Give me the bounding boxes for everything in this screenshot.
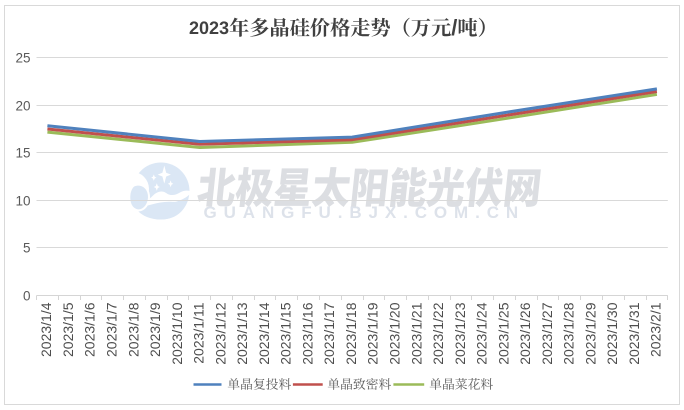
- svg-text:2023/2/1: 2023/2/1: [648, 302, 664, 357]
- svg-text:2023/1/30: 2023/1/30: [604, 302, 620, 364]
- svg-text:2023/1/5: 2023/1/5: [60, 302, 76, 357]
- svg-text:2023/1/17: 2023/1/17: [321, 302, 337, 364]
- svg-text:2023/1/9: 2023/1/9: [147, 302, 163, 357]
- svg-text:2023/1/14: 2023/1/14: [256, 302, 272, 364]
- svg-text:2023/1/21: 2023/1/21: [408, 302, 424, 364]
- svg-text:2023/1/15: 2023/1/15: [278, 302, 294, 364]
- svg-text:5: 5: [23, 241, 31, 256]
- svg-text:2023/1/16: 2023/1/16: [299, 302, 315, 364]
- svg-text:2023/1/8: 2023/1/8: [125, 302, 141, 357]
- svg-text:2023/1/24: 2023/1/24: [474, 302, 490, 364]
- svg-text:2023/1/6: 2023/1/6: [82, 302, 98, 357]
- svg-text:0: 0: [23, 289, 31, 304]
- svg-text:2023/1/10: 2023/1/10: [169, 302, 185, 364]
- svg-text:2023/1/19: 2023/1/19: [365, 302, 381, 364]
- svg-text:2023/1/22: 2023/1/22: [430, 302, 446, 364]
- svg-text:2023/1/29: 2023/1/29: [582, 302, 598, 364]
- svg-text:10: 10: [15, 194, 30, 209]
- svg-text:2023/1/23: 2023/1/23: [452, 302, 468, 364]
- svg-text:25: 25: [15, 51, 30, 66]
- svg-text:2023/1/13: 2023/1/13: [234, 302, 250, 364]
- svg-text:2023/1/18: 2023/1/18: [343, 302, 359, 364]
- svg-text:2023/1/12: 2023/1/12: [212, 302, 228, 364]
- svg-text:2023/1/27: 2023/1/27: [539, 302, 555, 364]
- svg-text:2023/1/4: 2023/1/4: [38, 302, 54, 357]
- svg-text:GUANGFU.BJX.COM.CN: GUANGFU.BJX.COM.CN: [204, 203, 526, 222]
- svg-text:20: 20: [15, 99, 30, 114]
- svg-text:2023/1/20: 2023/1/20: [387, 302, 403, 364]
- svg-text:15: 15: [15, 146, 30, 161]
- svg-text:2023/1/26: 2023/1/26: [517, 302, 533, 364]
- svg-text:2023/1/11: 2023/1/11: [191, 302, 207, 363]
- svg-text:2023/1/7: 2023/1/7: [104, 302, 120, 357]
- svg-text:2023/1/25: 2023/1/25: [495, 302, 511, 364]
- svg-text:2023/1/31: 2023/1/31: [626, 302, 642, 364]
- svg-text:2023/1/28: 2023/1/28: [561, 302, 577, 364]
